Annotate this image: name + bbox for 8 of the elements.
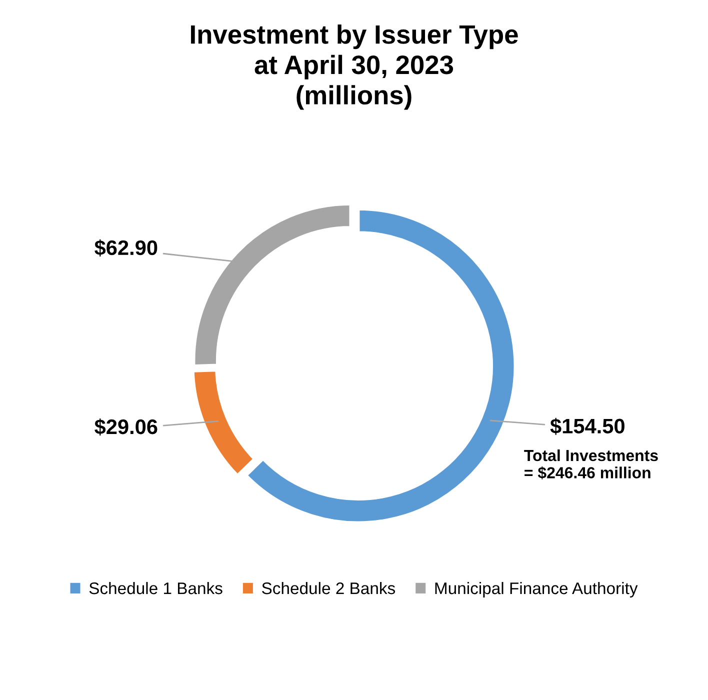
legend-label: Schedule 1 Banks [89,582,222,594]
data-label: $29.06 [94,418,158,436]
data-label: $154.50 [550,418,624,435]
data-label: $62.90 [94,239,158,256]
text: Total Investments = $246.46 million [524,449,658,480]
legend-label: Municipal Finance Authority [435,582,638,598]
legend-label: Schedule 2 Banks [262,582,396,594]
chart-title: Investment by Issuer Type at April 30, 2023 (millions) [191,24,518,110]
